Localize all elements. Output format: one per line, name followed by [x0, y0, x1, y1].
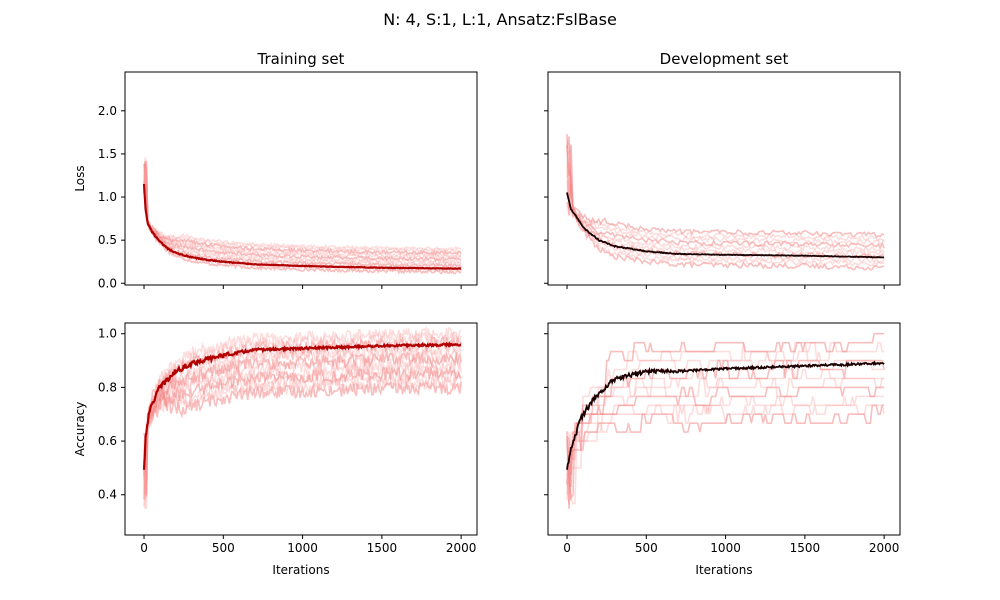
x-tick-label: 2000 [446, 541, 477, 555]
panel-title: Training set [257, 50, 345, 68]
y-axis-label: Loss [73, 165, 87, 191]
mean-line [142, 341, 462, 470]
x-tick-label: 1000 [287, 541, 318, 555]
run-line [143, 331, 462, 494]
x-tick-label: 1500 [367, 541, 398, 555]
run-line [566, 404, 885, 505]
x-tick-label: 2000 [869, 541, 900, 555]
y-tick-label: 0.6 [98, 434, 117, 448]
y-axis-label: Accuracy [73, 402, 87, 457]
x-axis-label: Iterations [695, 563, 752, 577]
x-tick-label: 0 [563, 541, 571, 555]
x-tick-label: 1000 [710, 541, 741, 555]
run-line [143, 161, 462, 269]
y-tick-label: 0.4 [98, 488, 117, 502]
axes-frame [547, 322, 901, 536]
run-line [143, 375, 462, 500]
run-line [566, 133, 885, 271]
y-tick-label: 0.0 [98, 276, 117, 290]
runs [566, 133, 885, 271]
axes-frame [547, 71, 901, 286]
run-line [143, 370, 462, 479]
mean-line [566, 360, 885, 470]
run-line [566, 178, 885, 242]
panel-train-loss: 0.0 0.5 1.0 1.5 2.0 Training set Loss [73, 50, 478, 290]
run-line [566, 395, 885, 460]
run-line [566, 332, 885, 502]
run-line [143, 168, 462, 259]
x-tick-label: 0 [140, 541, 148, 555]
figure-suptitle: N: 4, S:1, L:1, Ansatz:FslBase [383, 10, 617, 29]
run-line [143, 163, 462, 275]
panel-dev-acc: 0 500 1000 1500 2000 Iterations [544, 322, 901, 577]
panel-dev-loss: Development set [544, 50, 901, 289]
run-line [143, 360, 462, 491]
panel-title: Development set [660, 50, 789, 68]
run-line [143, 354, 462, 509]
run-line [566, 368, 885, 496]
axes-frame [124, 322, 478, 536]
panel-train-acc: 0 500 1000 1500 2000 0.4 0.6 0.8 1.0 Iterations Ac… [73, 322, 478, 577]
runs [566, 332, 885, 509]
runs [143, 325, 462, 510]
run-line [566, 377, 885, 505]
run-line [566, 136, 885, 239]
x-axis-label: Iterations [272, 563, 329, 577]
run-line [143, 162, 462, 263]
run-line [566, 341, 885, 487]
run-line [566, 350, 885, 501]
y-tick-label: 1.0 [98, 327, 117, 341]
run-line [143, 160, 462, 267]
run-line [143, 160, 462, 254]
panels: 0.0 0.5 1.0 1.5 2.0 Training set Loss Developme… [73, 50, 901, 577]
run-line [566, 404, 885, 488]
run-line [143, 346, 462, 510]
mean-line [566, 192, 885, 259]
axes-frame [124, 71, 478, 286]
run-line [143, 170, 462, 265]
y-tick-label: 2.0 [98, 104, 117, 118]
y-tick-label: 1.0 [98, 190, 117, 204]
run-line [566, 144, 885, 258]
y-tick-label: 0.5 [98, 233, 117, 247]
run-line [143, 162, 462, 257]
run-line [143, 380, 462, 500]
x-tick-label: 1500 [790, 541, 821, 555]
x-tick-label: 500 [635, 541, 658, 555]
x-tick-label: 500 [212, 541, 235, 555]
run-line [143, 350, 462, 476]
run-line [566, 386, 885, 485]
mean-line [142, 183, 462, 270]
y-tick-label: 1.5 [98, 147, 117, 161]
run-line [143, 325, 462, 486]
run-line [566, 162, 885, 253]
run-line [566, 162, 885, 267]
run-line [143, 365, 462, 495]
run-line [143, 160, 462, 252]
run-line [566, 184, 885, 251]
y-tick-label: 0.8 [98, 380, 117, 394]
run-line [566, 164, 885, 246]
run-line [143, 157, 462, 260]
